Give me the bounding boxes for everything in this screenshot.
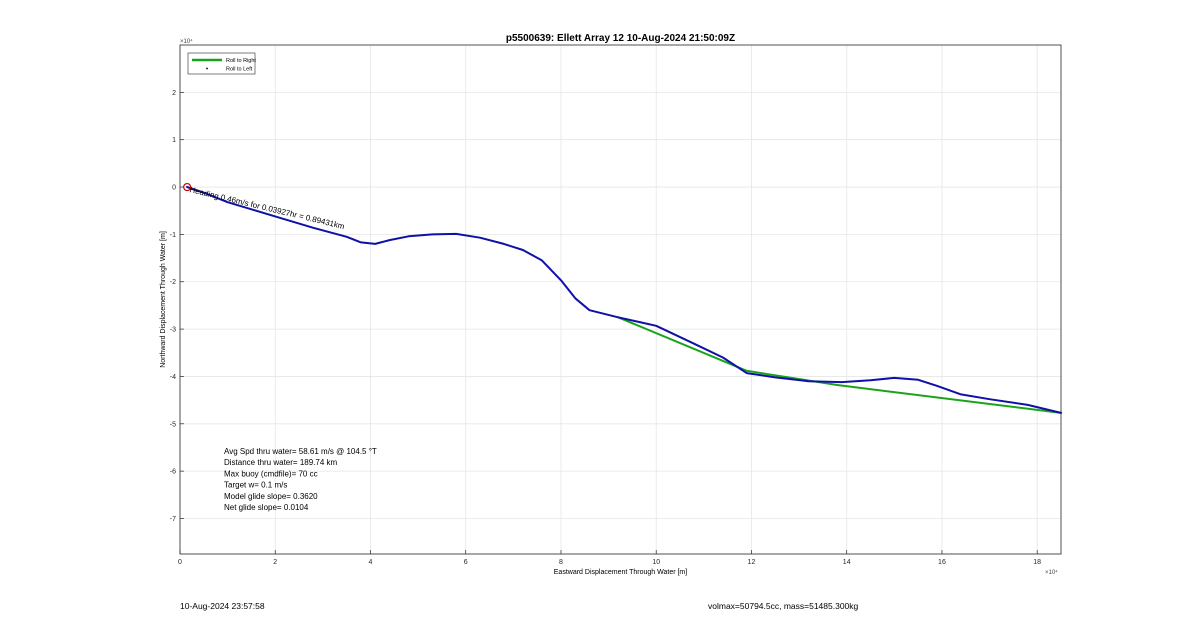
x-tick-label: 12	[748, 559, 756, 566]
x-tick-label: 2	[273, 559, 277, 566]
x-tick-label: 14	[843, 559, 851, 566]
y-tick-label: 1	[172, 137, 176, 144]
legend-box	[187, 52, 256, 75]
series	[186, 186, 1062, 414]
y-axis-label: Northward Displacement Through Water [m]	[160, 231, 167, 368]
x-axis-exponent: ×10⁴	[1045, 569, 1058, 576]
y-tick-label: -4	[170, 374, 176, 381]
plot-frame	[179, 44, 1062, 555]
annotations	[183, 182, 192, 192]
y-tick-label: -2	[170, 279, 176, 286]
stat-net-glide-slope: Net glide slope= 0.0104	[224, 503, 309, 512]
stat-target-w: Target w= 0.1 m/s	[224, 481, 287, 490]
y-tick-label: -5	[170, 421, 176, 428]
series-line-roll-right	[617, 316, 1062, 414]
stats-text-block: Avg Spd thru water= 58.61 m/s @ 104.5 °T…	[224, 447, 377, 512]
x-tick-label: 10	[652, 559, 660, 566]
stat-avg-speed: Avg Spd thru water= 58.61 m/s @ 104.5 °T	[224, 447, 377, 456]
legend-swatch-roll-left	[206, 67, 208, 70]
x-tick-label: 8	[559, 559, 563, 566]
y-tick-label: 2	[172, 90, 176, 97]
y-tick-label: -3	[170, 327, 176, 334]
stat-max-buoy: Max buoy (cmdfile)= 70 cc	[224, 469, 318, 478]
x-tick-label: 4	[369, 559, 373, 566]
x-tick-label: 0	[178, 559, 182, 566]
x-tick-label: 18	[1033, 559, 1041, 566]
y-tick-label: 0	[172, 185, 176, 192]
grid	[179, 45, 1061, 554]
y-tick-label: -7	[170, 516, 176, 523]
legend-label-roll-left: Roll to Left	[226, 67, 253, 73]
legend-label-roll-right: Roll to Right	[226, 58, 256, 64]
y-tick-label: -1	[170, 232, 176, 239]
stat-model-glide-slope: Model glide slope= 0.3620	[224, 492, 318, 501]
footer-summary: volmax=50794.5cc, mass=51485.300kg	[708, 601, 859, 611]
footer-timestamp: 10-Aug-2024 23:57:58	[180, 601, 265, 611]
x-axis-label: Eastward Displacement Through Water [m]	[554, 569, 687, 576]
legend: Roll to Right Roll to Left	[187, 52, 256, 75]
series-line-track	[186, 186, 1062, 414]
chart-title: p5500639: Ellett Array 12 10-Aug-2024 21…	[506, 33, 735, 44]
track-annotation: Heading 0.46m/s for 0.03927hr = 0.89431k…	[189, 185, 346, 231]
x-tick-label: 6	[464, 559, 468, 566]
y-tick-label: -6	[170, 469, 176, 476]
y-axis-exponent: ×10⁴	[180, 38, 193, 45]
x-tick-label: 16	[938, 559, 946, 566]
start-marker	[183, 182, 192, 192]
stat-distance: Distance thru water= 189.74 km	[224, 458, 338, 467]
